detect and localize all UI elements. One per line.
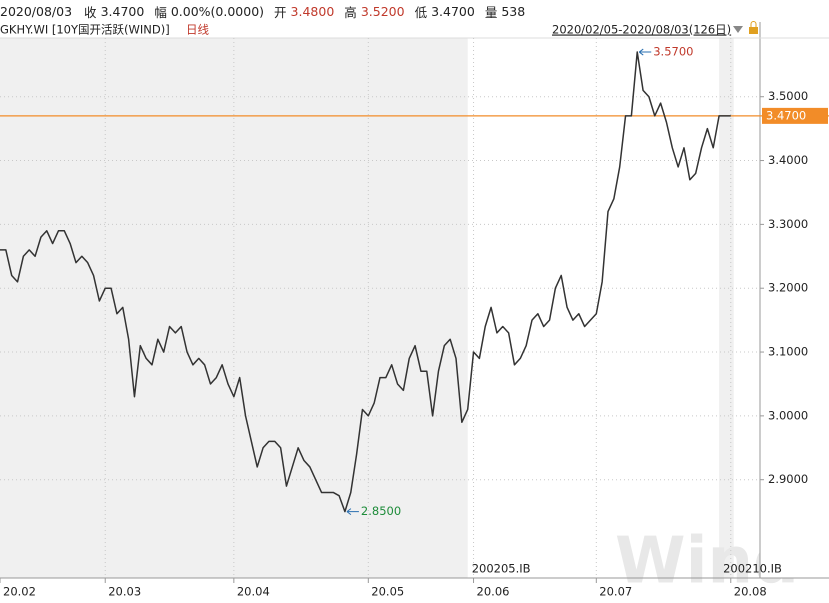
y-axis-panel <box>760 22 829 578</box>
y-tick-label: 3.1000 <box>768 345 808 359</box>
x-tick-label: 20.08 <box>734 585 767 599</box>
annotation-arrow <box>638 48 652 56</box>
y-tick-label: 3.5000 <box>768 89 808 103</box>
period-shade <box>0 38 468 578</box>
info-value: 3.4700 <box>431 3 475 19</box>
info-name: 高 <box>344 4 357 20</box>
x-tick-label: 20.07 <box>599 585 632 599</box>
info-value: 3.4800 <box>290 3 335 19</box>
contract-label: 200205.IB <box>472 562 531 576</box>
y-tick-label: 3.2000 <box>768 281 808 295</box>
x-tick-label: 20.04 <box>237 585 270 599</box>
info-value: 3.4700 <box>100 3 145 19</box>
info-name: 低 <box>414 4 428 20</box>
plot-background <box>0 38 760 578</box>
price-line <box>0 51 731 513</box>
annotation-label: 3.5700 <box>653 45 693 59</box>
info-name: 量 <box>484 4 498 20</box>
annotation-label: 2.8500 <box>361 504 401 518</box>
annotation-arrow <box>346 508 359 516</box>
y-tick-label: 3.4000 <box>768 153 808 167</box>
lock-shackle <box>750 21 757 27</box>
y-tick-label: 3.0000 <box>768 408 808 422</box>
info-value: 538 <box>501 3 526 19</box>
annotation: 3.5700 <box>638 45 693 59</box>
info-value: 3.5200 <box>360 3 405 19</box>
dropdown-icon[interactable] <box>733 26 743 33</box>
info-name: 幅 <box>154 4 167 20</box>
date-range[interactable]: 2020/02/05-2020/08/03(126日) <box>552 23 731 37</box>
x-tick-label: 20.03 <box>108 585 141 599</box>
y-tick-label: 2.9000 <box>768 472 808 486</box>
info-value: 0.00%(0.0000) <box>170 3 265 19</box>
x-tick-label: 20.06 <box>477 585 510 599</box>
y-tick-label: 3.3000 <box>768 217 808 231</box>
last-value-box <box>762 107 828 124</box>
contract-label: 200210.IB <box>723 562 782 576</box>
period-shade <box>719 38 734 578</box>
info-name: 开 <box>274 4 287 20</box>
last-value-label: 3.4700 <box>766 108 806 122</box>
info-bar: 2020/08/03 收 3.4700 幅 0.00%(0.0000) 开 3.4800 高… <box>0 0 829 22</box>
chart-title: GKHY.WI [10Y国开活跃(WIND)] <box>0 23 170 37</box>
date: 2020/08/03 <box>0 3 73 19</box>
annotation: 2.8500 <box>346 504 401 518</box>
x-tick-label: 20.02 <box>3 585 36 599</box>
period: 日线 <box>186 23 209 37</box>
x-tick-label: 20.05 <box>371 585 404 599</box>
lock-icon[interactable] <box>749 27 758 34</box>
info-name: 收 <box>84 4 97 20</box>
